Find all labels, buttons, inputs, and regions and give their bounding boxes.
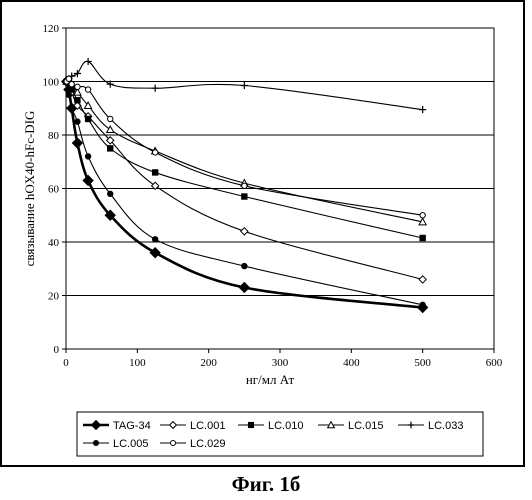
data-point <box>75 98 80 103</box>
legend-label: LC.005 <box>113 438 148 450</box>
x-tick-label: 200 <box>200 357 217 369</box>
data-point <box>72 138 82 148</box>
x-tick-label: 0 <box>63 357 69 369</box>
data-point <box>108 191 113 196</box>
data-point <box>108 116 113 121</box>
legend: TAG-34 LC.001 LC.010 LC.015 LC.033 LC.005 LC.0… <box>77 412 483 456</box>
y-axis-title: связывание hOX40-hFc-DIG <box>22 111 37 267</box>
data-point <box>69 106 74 111</box>
data-point <box>242 194 247 199</box>
y-tick-label: 40 <box>48 237 60 249</box>
data-point <box>242 263 247 268</box>
series-lc-010 <box>64 79 425 241</box>
y-tick-label: 60 <box>48 184 60 196</box>
data-point <box>107 126 114 132</box>
data-point <box>241 228 248 235</box>
data-point <box>108 146 113 151</box>
y-tick-label: 120 <box>43 23 60 35</box>
data-point <box>420 213 425 218</box>
series-layer <box>62 58 428 313</box>
data-point <box>242 183 247 188</box>
data-point <box>239 282 249 292</box>
legend-label: TAG-34 <box>113 420 151 432</box>
series-line-lc-005 <box>67 82 423 305</box>
data-point <box>85 87 90 92</box>
data-point <box>152 170 157 175</box>
figure-caption: Фиг. 1б <box>0 468 532 500</box>
data-point <box>420 235 425 240</box>
x-tick-label: 600 <box>486 357 503 369</box>
data-point <box>85 154 90 159</box>
chart: 0 20 40 60 80 100 120 0 100 200 300 400 500 600 нг/мл… <box>0 0 532 467</box>
x-tick-label: 100 <box>129 357 146 369</box>
data-point <box>83 175 93 185</box>
data-point <box>420 302 425 307</box>
legend-label: LC.001 <box>190 420 225 432</box>
data-point <box>241 82 248 89</box>
data-point <box>419 106 426 113</box>
data-point <box>152 85 159 92</box>
data-point <box>66 76 71 81</box>
series-lc-005 <box>64 79 425 308</box>
y-tick-label: 80 <box>48 130 60 142</box>
y-tick-label: 20 <box>48 291 60 303</box>
legend-label: LC.029 <box>190 438 225 450</box>
legend-label: LC.033 <box>428 420 463 432</box>
data-point <box>152 150 157 155</box>
x-tick-label: 300 <box>272 357 289 369</box>
data-point <box>66 92 71 97</box>
x-axis-title: нг/мл Ат <box>246 372 295 387</box>
series-line-lc-010 <box>67 82 423 238</box>
x-tick-label: 400 <box>343 357 360 369</box>
legend-marker <box>248 422 253 427</box>
y-tick-label: 100 <box>43 77 60 89</box>
data-point <box>75 119 80 124</box>
y-tick-label: 0 <box>54 344 60 356</box>
data-point <box>85 116 90 121</box>
data-point <box>150 248 160 258</box>
x-tick-label: 500 <box>414 357 431 369</box>
data-point <box>152 237 157 242</box>
legend-label: LC.015 <box>348 420 383 432</box>
data-point <box>75 84 80 89</box>
legend-marker <box>93 440 98 445</box>
legend-marker <box>170 440 175 445</box>
data-point <box>419 276 426 283</box>
series-lc-033 <box>63 58 426 113</box>
data-point <box>69 81 74 86</box>
legend-label: LC.010 <box>268 420 303 432</box>
